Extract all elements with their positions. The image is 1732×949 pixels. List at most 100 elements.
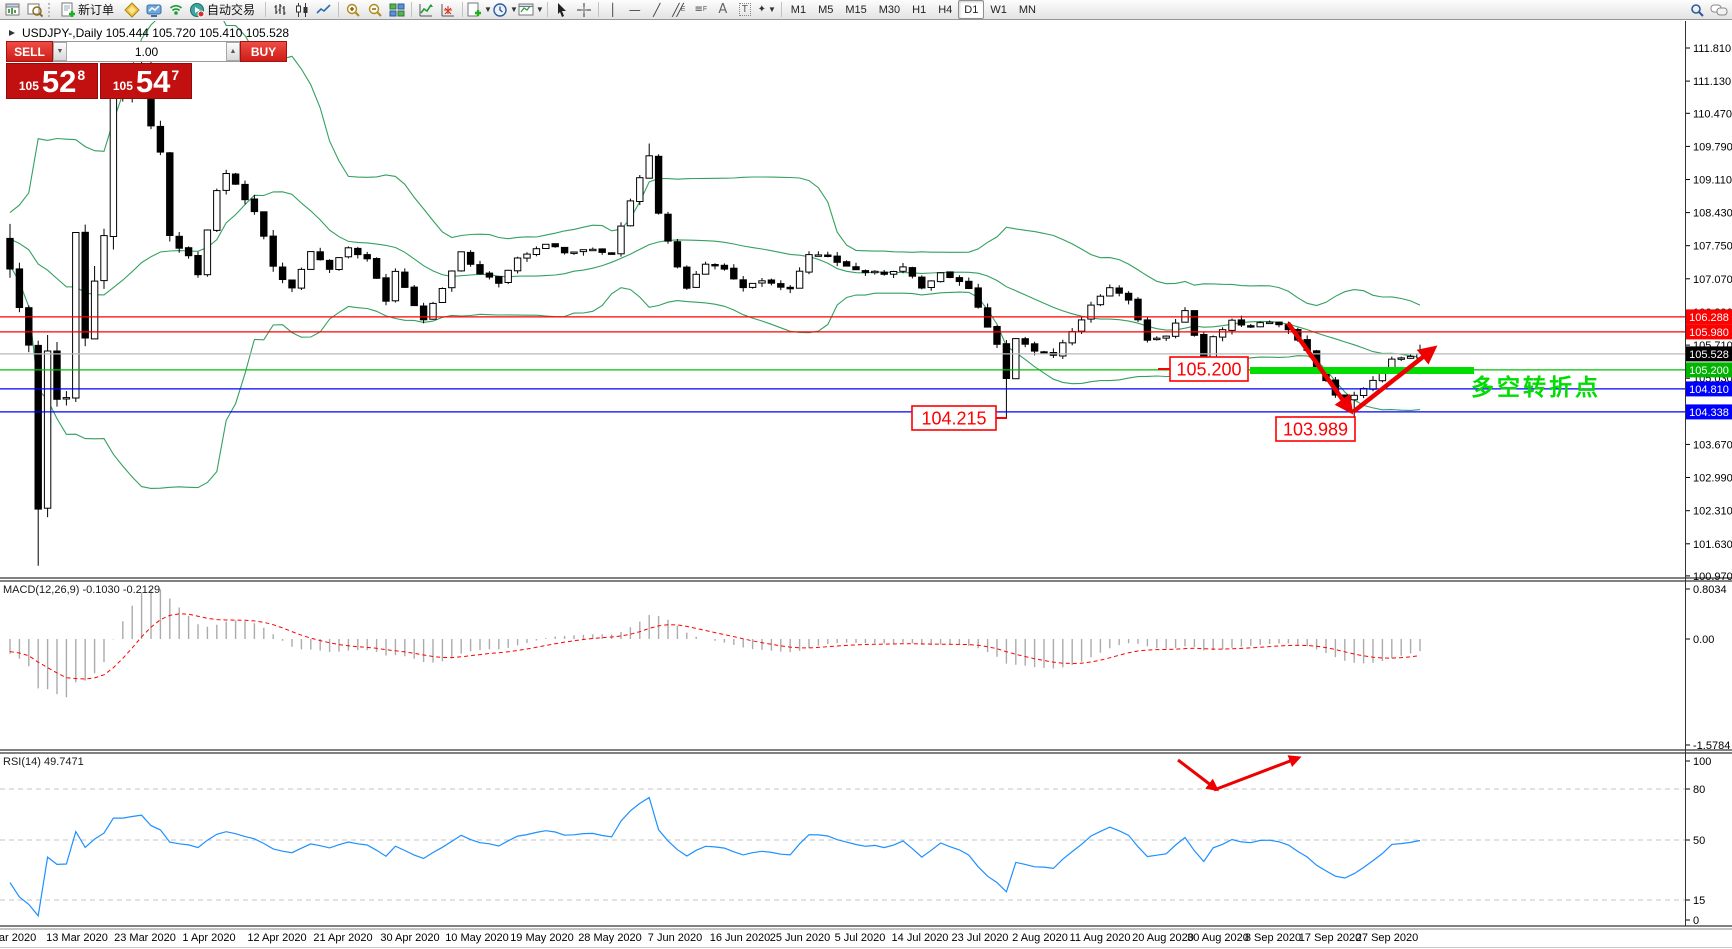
price-badge-label: 104.810 bbox=[1689, 384, 1729, 396]
axis-tick-label: 107.750 bbox=[1693, 241, 1732, 253]
chevron-down-icon: ▼ bbox=[484, 5, 492, 14]
crosshair-tool-button[interactable] bbox=[573, 1, 595, 19]
axis-tick-label: 101.630 bbox=[1693, 539, 1732, 551]
date-label: 19 May 2020 bbox=[510, 932, 574, 944]
axis-tick-label: 108.430 bbox=[1693, 208, 1732, 220]
sell-price-display[interactable]: 105 52 8 bbox=[6, 63, 98, 99]
trend-arrow[interactable] bbox=[1286, 321, 1354, 415]
rsi-trend-arrow[interactable] bbox=[1213, 755, 1302, 792]
rsi-trend-arrow[interactable] bbox=[1177, 758, 1220, 792]
timeframe-mn-button[interactable]: MN bbox=[1018, 3, 1036, 16]
price-badge-label: 105.528 bbox=[1689, 349, 1729, 361]
timeframe-m30-button[interactable]: M30 bbox=[878, 3, 901, 16]
chevron-down-icon: ▼ bbox=[509, 5, 518, 14]
price-annotation-label: 104.215 bbox=[921, 409, 986, 429]
chart-annotations[interactable]: 105.200 104.215 103.989 多空转折点 bbox=[911, 321, 1601, 792]
panel-separators[interactable] bbox=[0, 21, 1732, 948]
vertical-line-tool-button[interactable]: │ bbox=[609, 2, 617, 17]
macd-axis-label: 0.8034 bbox=[1693, 584, 1727, 596]
bar-chart-type-button[interactable] bbox=[269, 1, 291, 19]
highlight-band[interactable] bbox=[1250, 367, 1474, 374]
axis-tick-label: 107.070 bbox=[1693, 274, 1732, 286]
axis-tick-label: 102.990 bbox=[1693, 473, 1732, 485]
date-label: 30 Apr 2020 bbox=[380, 932, 439, 944]
buy-price-display[interactable]: 105 54 7 bbox=[100, 63, 192, 99]
periods-dropdown[interactable]: ▼ bbox=[492, 1, 518, 19]
timeframe-h4-button[interactable]: H4 bbox=[938, 3, 953, 16]
add-indicator-dropdown[interactable]: ▼ bbox=[466, 1, 492, 19]
date-axis[interactable]: Mar 2020 13 Mar 2020 23 Mar 2020 1 Apr 2020… bbox=[0, 932, 1418, 944]
timeframe-m5-button[interactable]: M5 bbox=[818, 3, 834, 16]
price-annotation-box[interactable] bbox=[1169, 356, 1249, 382]
timeframe-m15-button[interactable]: M15 bbox=[845, 3, 867, 16]
fibonacci-tool-button[interactable]: ≡ F bbox=[694, 3, 708, 15]
objects-button[interactable] bbox=[437, 1, 459, 19]
macd-axis-label: 0.00 bbox=[1693, 634, 1714, 646]
axis-tick-label: 103.670 bbox=[1693, 439, 1732, 451]
volume-decrease-button[interactable]: ▼ bbox=[53, 42, 67, 61]
macd-indicator-label: MACD(12,26,9) -0.1030 -0.2129 bbox=[3, 584, 160, 596]
text-label-tool-button[interactable]: T bbox=[734, 1, 756, 19]
axis-tick-label: 111.810 bbox=[1693, 43, 1731, 55]
macd-panel[interactable] bbox=[9, 588, 1421, 698]
price-axis[interactable]: 111.810 111.130 110.470 109.790 109.110 108.4… bbox=[1685, 43, 1732, 927]
volume-increase-button[interactable]: ▲ bbox=[226, 42, 240, 61]
zoom-out-button[interactable] bbox=[364, 1, 386, 19]
toolbar-separator bbox=[597, 2, 599, 17]
search-icon[interactable] bbox=[1686, 1, 1708, 19]
cursor-tool-button[interactable] bbox=[551, 1, 573, 19]
toolbar-separator bbox=[462, 2, 464, 17]
profiles-button[interactable] bbox=[24, 1, 46, 19]
price-badge-label: 105.980 bbox=[1689, 327, 1729, 339]
chart-collapse-icon[interactable] bbox=[9, 30, 15, 36]
buy-price-pips: 54 bbox=[135, 64, 171, 99]
timeframe-w1-button[interactable]: W1 bbox=[990, 3, 1007, 16]
metaeditor-button[interactable] bbox=[121, 1, 143, 19]
line-chart-type-button[interactable] bbox=[313, 1, 335, 19]
chart-title: USDJPY-,Daily 105.444 105.720 105.410 10… bbox=[22, 26, 289, 40]
timeframe-h1-button[interactable]: H1 bbox=[912, 3, 927, 16]
timeframe-d1-button[interactable]: D1 bbox=[958, 0, 985, 19]
price-annotation-box[interactable] bbox=[911, 405, 997, 431]
shapes-dropdown[interactable]: ✦ ▼ bbox=[757, 3, 776, 15]
autotrading-label: 自动交易 bbox=[207, 3, 256, 17]
axis-tick-label: 109.110 bbox=[1693, 175, 1732, 187]
buy-button[interactable]: BUY bbox=[240, 41, 287, 62]
chevron-down-icon: ▼ bbox=[535, 5, 544, 14]
zoom-in-button[interactable] bbox=[342, 1, 364, 19]
trend-arrow[interactable] bbox=[1351, 345, 1438, 414]
turning-point-annotation[interactable]: 多空转折点 bbox=[1471, 374, 1601, 400]
rsi-panel[interactable] bbox=[0, 788, 1685, 918]
chat-icon[interactable] bbox=[1708, 1, 1730, 19]
price-annotation-box[interactable] bbox=[1275, 416, 1356, 442]
templates-dropdown[interactable]: ▼ bbox=[518, 1, 544, 19]
buy-price-point: 7 bbox=[171, 67, 180, 83]
trendline-tool-button[interactable]: ╱ bbox=[653, 2, 661, 17]
date-label: 27 Sep 2020 bbox=[1356, 932, 1418, 944]
text-tool-button[interactable]: A bbox=[718, 1, 728, 17]
sell-button[interactable]: SELL bbox=[6, 41, 53, 62]
date-label: 23 Jul 2020 bbox=[952, 932, 1009, 944]
price-badge-label: 106.288 bbox=[1689, 312, 1729, 324]
toolbar: 新订单 自动交易 ▼ ▼ ▼ │ — ╱ ╱╱ E ≡ F A T ✦ bbox=[0, 0, 1732, 20]
new-order-label: 新订单 bbox=[78, 3, 115, 17]
date-label: 8 Sep 2020 bbox=[1245, 932, 1301, 944]
candlestick-chart-type-button[interactable] bbox=[291, 1, 313, 19]
date-label: 28 May 2020 bbox=[578, 932, 642, 944]
signals-button[interactable] bbox=[165, 1, 187, 19]
terminal-button[interactable] bbox=[143, 1, 165, 19]
channel-tool-button[interactable]: ╱╱ E bbox=[672, 2, 686, 17]
timeframe-m1-button[interactable]: M1 bbox=[790, 3, 807, 16]
new-order-button[interactable]: 新订单 bbox=[58, 1, 121, 19]
volume-input[interactable] bbox=[67, 42, 226, 61]
horizontal-line-tool-button[interactable]: — bbox=[628, 2, 641, 17]
new-chart-button[interactable] bbox=[2, 1, 24, 19]
rsi-axis-label: 100 bbox=[1693, 756, 1711, 768]
date-label: 17 Sep 2020 bbox=[1299, 932, 1361, 944]
tile-windows-button[interactable] bbox=[386, 1, 408, 19]
indicators-button[interactable] bbox=[415, 1, 437, 19]
autotrading-button[interactable]: 自动交易 bbox=[187, 1, 262, 19]
axis-tick-label: 100.970 bbox=[1693, 571, 1732, 583]
